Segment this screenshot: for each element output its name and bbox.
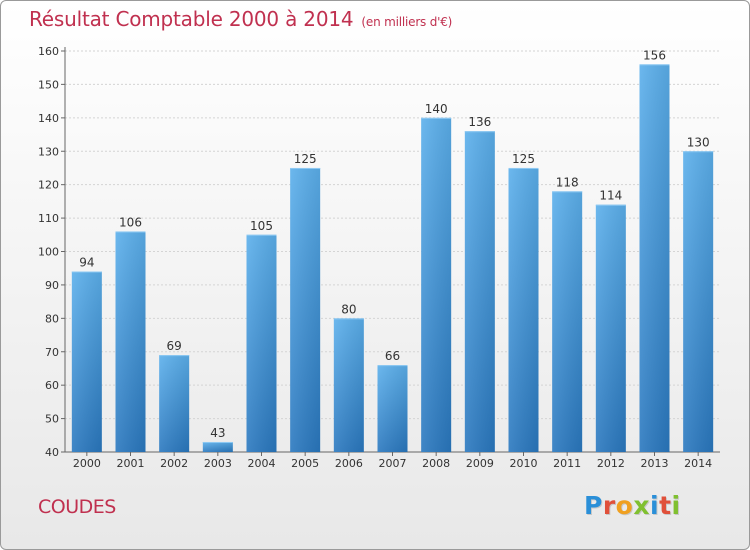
logo-letter: x [633,491,650,520]
chart-title-text: Résultat Comptable 2000 à 2014 [29,7,354,31]
bar-shade [202,441,233,452]
bar-shade [377,365,408,452]
data-label: 118 [556,175,579,189]
data-label: 43 [210,426,225,440]
bar-shade [464,131,495,452]
bar-shade [115,231,146,452]
x-tick-label: 2004 [248,457,276,470]
data-label: 94 [79,256,94,270]
data-label: 69 [167,339,182,353]
bar-shade [71,271,102,452]
data-labels: 94 106 69 43 105 125 80 66 140 136 125 118 114 156 130 [79,48,709,440]
y-tick-label: 40 [45,446,59,459]
data-label: 125 [512,152,535,166]
y-tick-label: 160 [38,45,59,58]
logo-letter: t [659,491,672,520]
data-label: 80 [341,302,356,316]
chart-title: Résultat Comptable 2000 à 2014 (en millie… [29,7,452,31]
y-tick-label: 50 [45,413,59,426]
logo-letter: o [615,491,634,520]
bar-shade [508,167,539,453]
logo-letter: i [650,491,660,520]
data-label: 66 [385,349,400,363]
x-tick-label: 2010 [510,457,538,470]
y-tick-label: 90 [45,279,59,292]
data-label: 130 [687,135,710,149]
logo-letter: P [584,491,603,520]
x-tick-label: 2011 [553,457,581,470]
x-tick-label: 2006 [335,457,363,470]
x-tick-label: 2013 [641,457,669,470]
data-label: 114 [599,189,622,203]
logo-letter: i [671,491,681,520]
y-tick-label: 100 [38,246,59,259]
x-tick-label: 2009 [466,457,494,470]
proxiti-logo: Proxiti [584,491,681,520]
bar-shade [290,167,321,453]
bars [71,64,714,453]
x-tick-label: 2014 [684,457,712,470]
data-label: 125 [294,152,317,166]
chart-subtitle: (en milliers d'€) [361,15,453,29]
data-label: 156 [643,48,666,62]
x-tick-label: 2012 [597,457,625,470]
y-tick-label: 150 [38,78,59,91]
data-label: 106 [119,215,142,229]
bar-shade [159,355,190,452]
x-tick-label: 2002 [160,457,188,470]
y-tick-label: 140 [38,112,59,125]
data-label: 136 [468,115,491,129]
commune-name: COUDES [38,496,116,518]
x-tick-label: 2005 [291,457,319,470]
y-tick-label: 80 [45,312,59,325]
y-tick-label: 70 [45,346,59,359]
y-tick-label: 130 [38,145,59,158]
bar-shade [246,234,277,452]
bar-shade [333,318,364,452]
x-tick-label: 2000 [73,457,101,470]
bar-shade [421,117,452,452]
y-tick-label: 120 [38,179,59,192]
x-tick-label: 2003 [204,457,232,470]
x-tick-label: 2001 [117,457,145,470]
bar-shade [639,64,670,452]
bar-shade [683,151,714,452]
logo-letter: r [602,491,616,520]
x-tick-label: 2008 [422,457,450,470]
data-label: 140 [425,102,448,116]
bar-shade [552,191,583,452]
x-tick-label: 2007 [379,457,407,470]
y-tick-label: 60 [45,379,59,392]
y-tick-label: 110 [38,212,59,225]
data-label: 105 [250,219,273,233]
bar-shade [595,204,626,452]
